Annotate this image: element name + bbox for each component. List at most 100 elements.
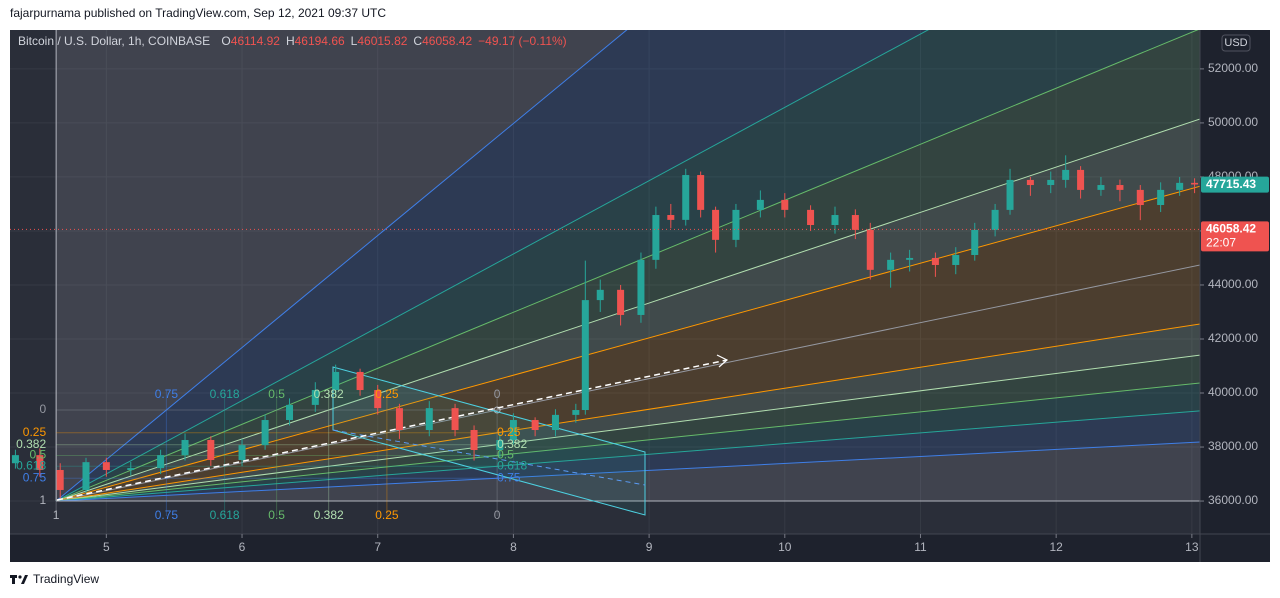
candle-body xyxy=(781,199,789,210)
price-tag xyxy=(1201,176,1269,193)
candle-body xyxy=(496,440,504,450)
y-tick-label: 40000.00 xyxy=(1208,385,1258,399)
price-tag xyxy=(1201,221,1269,252)
fan-level-label: 0 xyxy=(39,402,46,416)
currency: USD xyxy=(1224,37,1247,49)
fan-level-label: 0.25 xyxy=(375,387,399,401)
axes: 36000.00 38000.00 40000.00 42000.00 44000.00… xyxy=(103,61,1269,554)
x-tick-label: 12 xyxy=(1049,540,1063,554)
fan-level-label: 0.5 xyxy=(497,448,514,462)
fan-level-label: 0.75 xyxy=(155,387,179,401)
candle-body xyxy=(906,257,914,260)
candle-body xyxy=(617,289,625,315)
candle-body xyxy=(971,229,979,255)
price-tag-value: 47715.43 xyxy=(1206,177,1256,191)
candles xyxy=(10,155,1200,499)
x-tick-label: 13 xyxy=(1185,540,1199,554)
candle-body xyxy=(1157,189,1165,206)
fan-level-label: 0.75 xyxy=(23,470,47,484)
tradingview-logo: TradingView xyxy=(10,572,99,586)
fan-level-label: 0.75 xyxy=(155,508,179,522)
candle-body xyxy=(572,410,580,415)
fan-level-label: 0.25 xyxy=(497,425,521,439)
fan-level-label: 0 xyxy=(494,387,501,401)
candle-body xyxy=(451,408,459,431)
currency-badge[interactable] xyxy=(1221,34,1251,52)
arrow-head xyxy=(716,354,729,368)
candle-body xyxy=(851,215,859,230)
y-tick-label: 42000.00 xyxy=(1208,331,1258,345)
candle-body xyxy=(931,257,939,265)
candle-body xyxy=(1006,179,1014,210)
candle-body xyxy=(425,408,433,431)
candle-body xyxy=(1191,182,1199,185)
candle-body xyxy=(1077,169,1085,190)
fan-level-label: 0.5 xyxy=(268,508,285,522)
ohlc-key: C xyxy=(413,34,422,48)
ohlc-value: 46058.42 xyxy=(422,34,472,48)
candle-body xyxy=(56,469,64,490)
candle-body xyxy=(470,430,478,450)
fan-level-label: 0.382 xyxy=(314,508,344,522)
candle-body xyxy=(756,199,764,210)
candle-body xyxy=(286,404,294,421)
candle-body xyxy=(952,254,960,265)
fan-level-label: 0.618 xyxy=(16,458,46,472)
x-tick-label: 7 xyxy=(374,540,381,554)
ohlc-value: 46015.82 xyxy=(357,34,407,48)
fan-level-label: 0.382 xyxy=(314,387,344,401)
candle-body xyxy=(36,455,44,470)
brand: TradingView xyxy=(33,572,99,586)
symbol-legend: Bitcoin / U.S. Dollar, 1h, COINBASE O461… xyxy=(18,34,567,48)
y-tick-label: 50000.00 xyxy=(1208,115,1258,129)
trend-angle xyxy=(56,359,728,501)
fan-level-label: 0.25 xyxy=(23,425,47,439)
candle-body xyxy=(1026,179,1034,186)
fan-level-label: 0.75 xyxy=(497,470,521,484)
candle-body xyxy=(261,420,269,446)
y-tick-label: 52000.00 xyxy=(1208,61,1258,75)
candle-body xyxy=(1116,185,1124,190)
candle-body xyxy=(531,420,539,431)
candle-body xyxy=(102,462,110,470)
fan-level-label: 0.5 xyxy=(29,448,46,462)
candle-body xyxy=(637,259,645,315)
candle-body xyxy=(991,209,999,230)
candle-body xyxy=(887,259,895,270)
candle-body xyxy=(807,209,815,226)
fan-level-label: 0.5 xyxy=(268,387,285,401)
fan-level-label: 1 xyxy=(53,508,60,522)
candle-body xyxy=(356,371,364,391)
candle-body xyxy=(667,215,675,220)
ohlc-key: H xyxy=(286,34,295,48)
candle-body xyxy=(11,455,19,464)
ohlc-key: O xyxy=(221,34,230,48)
candle-body xyxy=(581,300,589,411)
candle-body xyxy=(207,440,215,460)
fan-level-label: 0.382 xyxy=(497,437,527,451)
price-tag-countdown: 22:07 xyxy=(1206,236,1236,250)
fan-level-label: 0 xyxy=(494,508,501,522)
candle-body xyxy=(596,289,604,301)
fan-level-label: 0.382 xyxy=(16,437,46,451)
x-tick-label: 11 xyxy=(914,540,927,554)
change: −49.17 (−0.11%) xyxy=(478,34,567,48)
candle-body xyxy=(395,408,403,431)
candle-body xyxy=(1136,189,1144,206)
fan-level-label: 0.25 xyxy=(375,508,399,522)
candle-body xyxy=(831,215,839,226)
x-tick-label: 6 xyxy=(239,540,246,554)
candle-body xyxy=(238,445,246,460)
candle-body xyxy=(1176,182,1184,190)
drawings xyxy=(56,354,729,516)
candle-body xyxy=(1097,185,1105,190)
y-tick-label: 36000.00 xyxy=(1208,493,1258,507)
y-tick-label: 38000.00 xyxy=(1208,439,1258,453)
candle-body xyxy=(652,215,660,260)
price-tag-value: 46058.42 xyxy=(1206,222,1256,236)
publisher-note: fajarpurnama published on TradingView.co… xyxy=(10,6,386,20)
x-tick-label: 8 xyxy=(510,540,517,554)
candle-body xyxy=(374,390,382,409)
candle-body xyxy=(157,455,165,469)
